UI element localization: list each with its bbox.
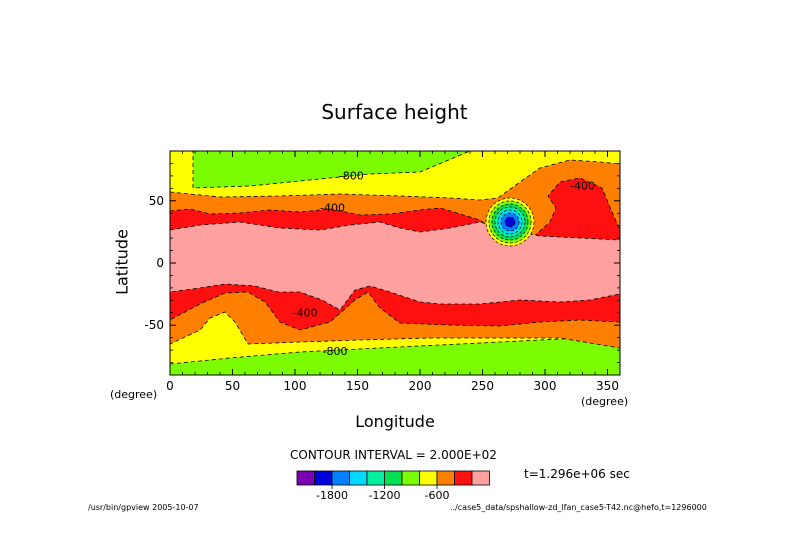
contour-label: -800: [323, 345, 348, 358]
vortex-ring: [504, 216, 516, 228]
y-axis: 50 0 -50: [144, 163, 620, 363]
x-tick-label: 350: [596, 379, 619, 393]
x-axis-label: Longitude: [355, 412, 435, 431]
x-tick-label: 150: [346, 379, 369, 393]
colorbar-swatch: [331, 470, 350, 486]
x-axis-unit-left: (degree): [110, 388, 158, 401]
contour-label: -400: [570, 179, 595, 192]
x-tick-label: 300: [534, 379, 557, 393]
contour-label: -800: [339, 169, 364, 182]
footer-right: ../case5_data/spshallow-zd_lfan_case5-T4…: [450, 503, 707, 512]
contour-label: -400: [293, 306, 318, 319]
colorbar-swatch: [296, 470, 315, 486]
time-label: t=1.296e+06 sec: [524, 467, 630, 481]
x-tick-label: 0: [166, 379, 174, 393]
colorbar-swatch: [384, 470, 403, 486]
chart-title: Surface height: [321, 100, 468, 124]
vortex: [485, 197, 535, 247]
colorbar-swatch: [419, 470, 438, 486]
colorbar: -1800 -1200 -600: [296, 470, 490, 502]
x-tick-label: 50: [225, 379, 240, 393]
x-axis-unit-right: (degree): [581, 395, 629, 408]
colorbar-tick-label: -1800: [316, 489, 348, 502]
colorbar-tick-label: -1200: [369, 489, 401, 502]
y-tick-label: -50: [144, 318, 164, 332]
footer-left: /usr/bin/gpview 2005-10-07: [88, 503, 199, 512]
colorbar-swatch: [349, 470, 368, 486]
contour-band: [170, 335, 620, 375]
colorbar-swatch: [314, 470, 333, 486]
x-tick-label: 250: [471, 379, 494, 393]
y-tick-label: 0: [156, 256, 164, 270]
colorbar-tick-label: -600: [425, 489, 450, 502]
x-tick-label: 100: [284, 379, 307, 393]
colorbar-swatch: [401, 470, 420, 486]
contour-interval-label: CONTOUR INTERVAL = 2.000E+02: [290, 448, 497, 462]
colorbar-swatch: [454, 470, 473, 486]
colorbar-swatch: [436, 470, 455, 486]
x-axis: 0 50 100 150 200 250 300 350: [166, 151, 619, 393]
contour-labels: -800 -400 -400 -400 -800: [293, 169, 595, 358]
colorbar-swatch: [366, 470, 385, 486]
colorbar-swatch: [471, 470, 490, 486]
contour-label: -400: [320, 202, 345, 215]
y-tick-label: 50: [149, 194, 164, 208]
contour-field: [170, 151, 620, 375]
x-tick-label: 200: [409, 379, 432, 393]
